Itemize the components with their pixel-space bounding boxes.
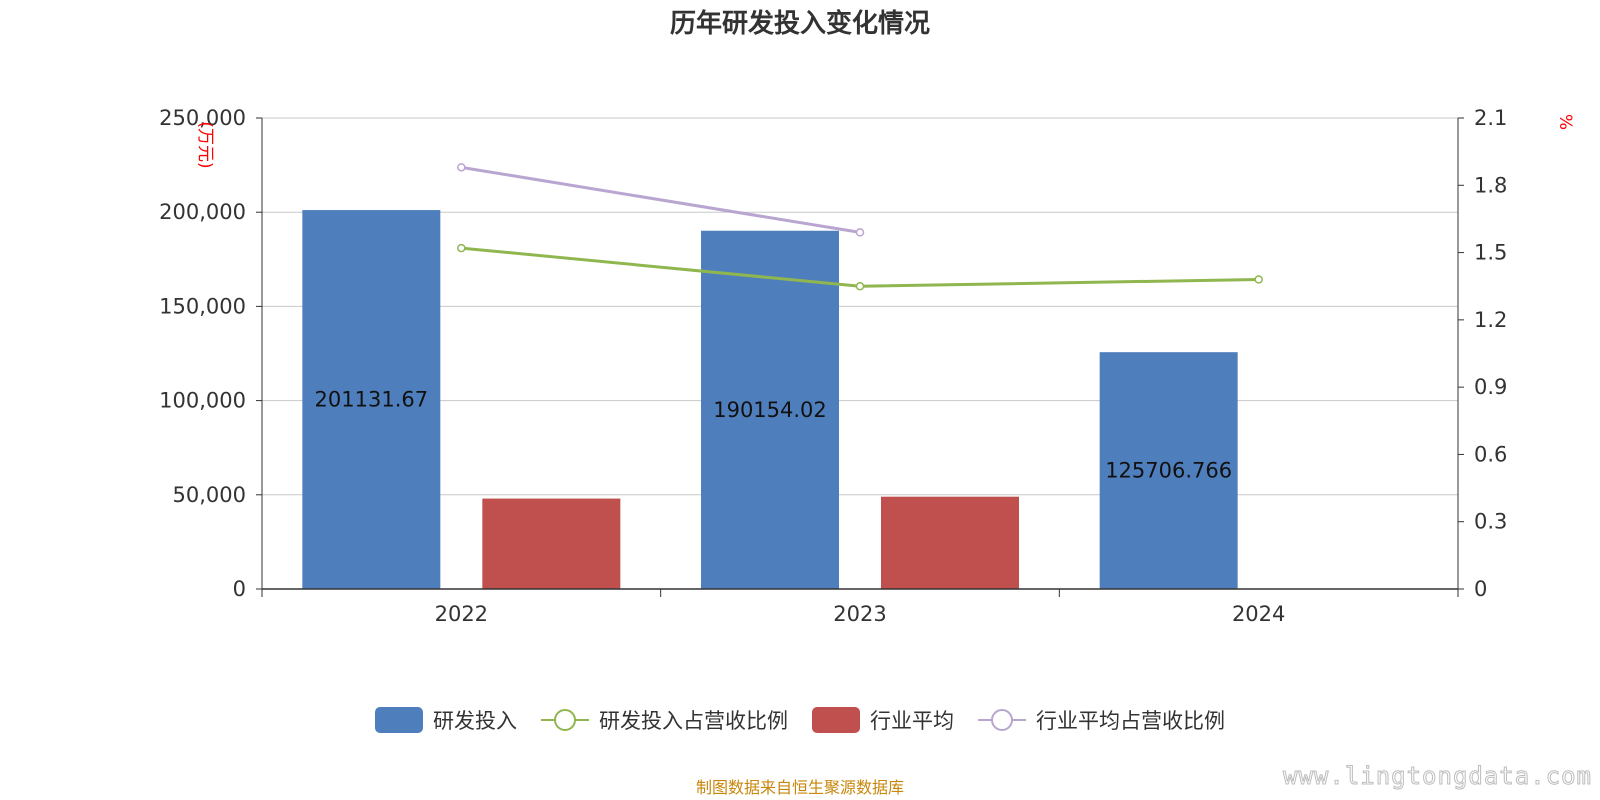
line-series-0: [461, 246, 1259, 288]
line-point: [457, 163, 466, 172]
right-axis-unit: %: [1555, 114, 1575, 130]
left-tick-label: 50,000: [173, 483, 246, 507]
left-tick-label: 250,000: [159, 106, 246, 130]
legend: 研发投入 研发投入占营收比例 行业平均 行业平均占营收比例: [375, 707, 1225, 733]
x-axis-ticks: 2022 2023 2024: [261, 589, 1459, 626]
left-tick-label: 0: [233, 577, 246, 601]
left-tick-label: 100,000: [159, 389, 246, 413]
legend-swatch: [812, 707, 860, 733]
chart-title: 历年研发投入变化情况: [670, 8, 930, 39]
legend-label: 行业平均占营收比例: [1036, 709, 1225, 733]
right-tick-label: 1.8: [1474, 173, 1507, 197]
right-tick-label: 2.1: [1474, 106, 1507, 130]
left-tick-label: 150,000: [159, 294, 246, 318]
watermark: www.lingtongdata.com: [1283, 762, 1592, 790]
right-tick-label: 0.6: [1474, 442, 1507, 466]
legend-item: 研发投入占营收比例: [541, 709, 788, 733]
bar-series-1: [881, 496, 1019, 589]
line-series-1: [461, 165, 861, 234]
legend-item: 研发投入: [375, 707, 517, 733]
legend-swatch: [375, 707, 423, 733]
legend-marker: [991, 709, 1013, 731]
legend-marker: [554, 709, 576, 731]
line-point: [855, 228, 865, 237]
bar-value-label: 125706.766: [1105, 459, 1232, 483]
bar-series-1: [482, 498, 621, 589]
left-tick-label: 200,000: [159, 200, 246, 224]
right-tick-label: 1.2: [1474, 308, 1507, 332]
right-tick-label: 1.5: [1474, 241, 1507, 265]
right-tick-label: 0.9: [1474, 375, 1507, 399]
right-tick-label: 0.3: [1474, 510, 1507, 534]
line-point: [457, 243, 466, 253]
axes: [261, 118, 1459, 590]
bar-series: [302, 210, 1238, 590]
legend-label: 研发投入: [433, 709, 517, 733]
left-axis-unit: (万元): [195, 121, 215, 168]
line-point: [855, 281, 865, 291]
bar-series-0: [701, 230, 839, 590]
legend-item: 行业平均占营收比例: [978, 709, 1225, 733]
legend-label: 研发投入占营收比例: [599, 709, 788, 733]
source-note: 制图数据来自恒生聚源数据库: [696, 778, 904, 797]
bar-value-label: 190154.02: [713, 398, 827, 422]
right-tick-label: 0: [1474, 577, 1487, 601]
bar-value-labels: 201131.67 190154.02 125706.766: [315, 388, 1233, 483]
right-axis-ticks: 0 0.3 0.6 0.9 1.2 1.5 1.8 2.1: [1458, 106, 1507, 601]
x-tick-label: 2024: [1232, 602, 1285, 626]
bar-value-label: 201131.67: [315, 388, 429, 412]
grid-lines: [262, 117, 1458, 496]
legend-item: 行业平均: [812, 707, 954, 733]
line-point: [1254, 275, 1263, 284]
legend-label: 行业平均: [870, 709, 954, 733]
x-tick-label: 2023: [833, 602, 886, 626]
left-axis-ticks: 0 50,000 100,000 150,000 200,000 250,000: [159, 106, 262, 601]
x-tick-label: 2022: [435, 602, 488, 626]
bar-series-0: [1099, 352, 1238, 589]
line-series: [457, 163, 1263, 291]
bar-series-0: [302, 210, 441, 589]
